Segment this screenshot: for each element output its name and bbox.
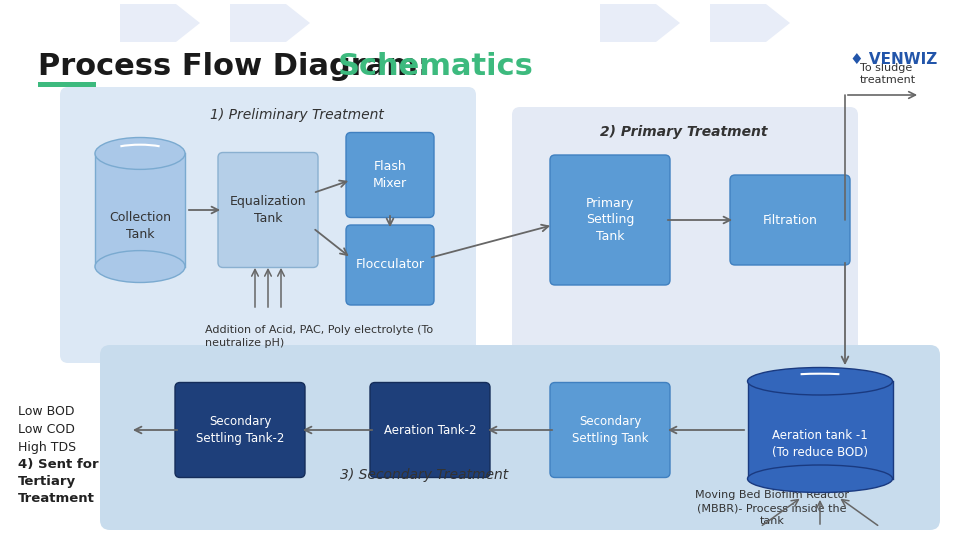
- Bar: [748, 381, 893, 479]
- Text: Collection
Tank: Collection Tank: [109, 211, 171, 241]
- Text: 1) Preliminary Treatment: 1) Preliminary Treatment: [210, 108, 384, 122]
- Text: 2) Primary Treatment: 2) Primary Treatment: [600, 125, 767, 139]
- Text: Aeration tank -1
(To reduce BOD): Aeration tank -1 (To reduce BOD): [772, 429, 868, 459]
- Text: Low BOD
Low COD
High TDS: Low BOD Low COD High TDS: [18, 405, 76, 454]
- Polygon shape: [230, 4, 310, 42]
- Ellipse shape: [95, 138, 185, 170]
- Text: Flash
Mixer: Flash Mixer: [372, 160, 407, 190]
- Text: To sludge
treatment: To sludge treatment: [860, 63, 916, 85]
- Text: Secondary
Settling Tank-2: Secondary Settling Tank-2: [196, 415, 284, 445]
- Text: ♦ VENWIZ: ♦ VENWIZ: [850, 52, 937, 67]
- Text: 3) Secondary Treatment: 3) Secondary Treatment: [340, 468, 508, 482]
- Text: 4) Sent for
Tertiary
Treatment: 4) Sent for Tertiary Treatment: [18, 458, 99, 505]
- Ellipse shape: [95, 251, 185, 282]
- Text: Schematics: Schematics: [338, 52, 534, 81]
- Ellipse shape: [748, 465, 893, 492]
- FancyBboxPatch shape: [218, 152, 318, 267]
- FancyBboxPatch shape: [346, 132, 434, 218]
- FancyBboxPatch shape: [550, 382, 670, 477]
- Bar: [95, 153, 185, 267]
- Text: Filtration: Filtration: [762, 213, 817, 226]
- Ellipse shape: [748, 368, 893, 395]
- Text: Addition of Acid, PAC, Poly electrolyte (To
neutralize pH): Addition of Acid, PAC, Poly electrolyte …: [205, 325, 433, 348]
- Text: Aeration Tank-2: Aeration Tank-2: [384, 423, 476, 436]
- Text: Process Flow Diagram:: Process Flow Diagram:: [38, 52, 441, 81]
- FancyBboxPatch shape: [730, 175, 850, 265]
- Text: Moving Bed Biofilm Reactor
(MBBR)- Process inside the
tank: Moving Bed Biofilm Reactor (MBBR)- Proce…: [695, 490, 849, 526]
- Text: Primary
Settling
Tank: Primary Settling Tank: [586, 197, 635, 244]
- FancyBboxPatch shape: [346, 225, 434, 305]
- Bar: [38, 82, 96, 87]
- FancyBboxPatch shape: [100, 345, 940, 530]
- FancyBboxPatch shape: [550, 155, 670, 285]
- FancyBboxPatch shape: [512, 107, 858, 358]
- Text: Secondary
Settling Tank: Secondary Settling Tank: [572, 415, 648, 445]
- Text: Equalization
Tank: Equalization Tank: [229, 195, 306, 225]
- Text: Flocculator: Flocculator: [355, 259, 424, 272]
- Polygon shape: [120, 4, 200, 42]
- FancyBboxPatch shape: [370, 382, 490, 477]
- FancyBboxPatch shape: [60, 87, 476, 363]
- Polygon shape: [600, 4, 680, 42]
- Polygon shape: [710, 4, 790, 42]
- FancyBboxPatch shape: [175, 382, 305, 477]
